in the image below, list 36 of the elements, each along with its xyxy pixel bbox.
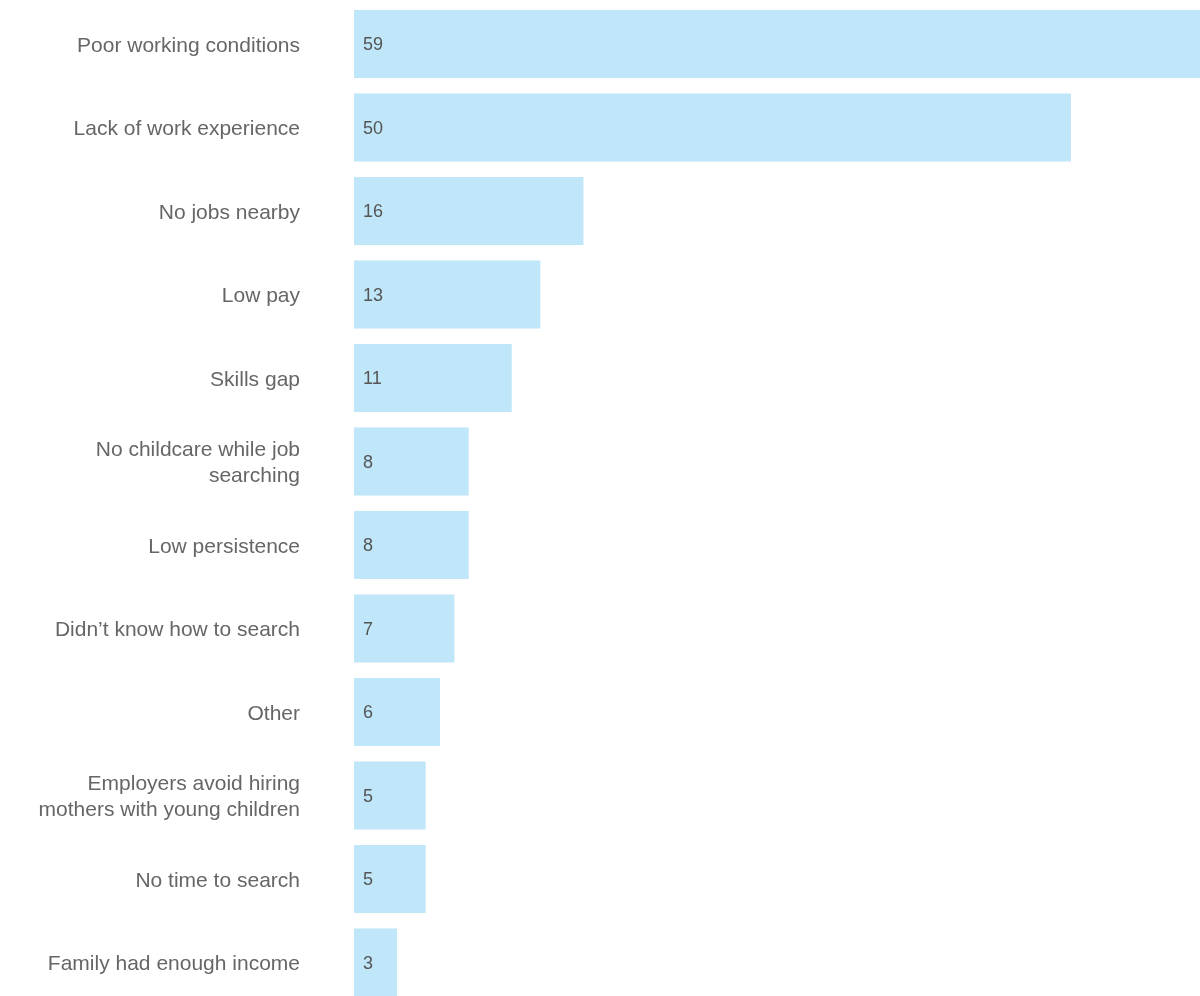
y-tick-label: Low persistence [148,533,300,557]
data-label: 50 [363,117,384,138]
bar [354,344,512,412]
bar [354,511,469,579]
y-tick-label: No time to search [135,867,300,891]
bar [354,928,398,996]
y-tick-label: Didn’t know how to search [54,616,300,640]
y-tick-label: Lack of work experience [73,115,300,139]
y-tick-label: Skills gap [210,366,300,390]
data-label: 8 [363,451,374,472]
bar [354,678,441,746]
data-label: 7 [363,618,374,639]
data-label: 5 [363,869,374,890]
bar [354,845,426,913]
bar [354,177,584,245]
bar [354,761,426,830]
bar [354,594,455,663]
y-tick-label: Family had enough income [47,950,300,974]
data-label: 11 [363,368,382,389]
y-tick-label: Low pay [221,282,301,306]
data-label: 3 [363,952,374,973]
y-tick-label: Other [247,700,300,724]
data-label: 16 [363,201,384,222]
data-label: 8 [363,535,374,556]
data-label: 59 [363,34,384,55]
y-tick-label: No childcare while job searching [95,436,300,486]
data-label: 5 [363,785,374,806]
y-tick-label: No jobs nearby [158,199,301,223]
data-label: 13 [363,284,384,305]
y-tick-label: Poor working conditions [77,32,300,56]
data-label: 6 [363,702,374,723]
bar [354,10,1200,78]
bar [354,93,1071,162]
y-tick-label: Employers avoid hiring mothers with young children [38,770,300,820]
bar [354,427,469,496]
bar [354,260,541,329]
